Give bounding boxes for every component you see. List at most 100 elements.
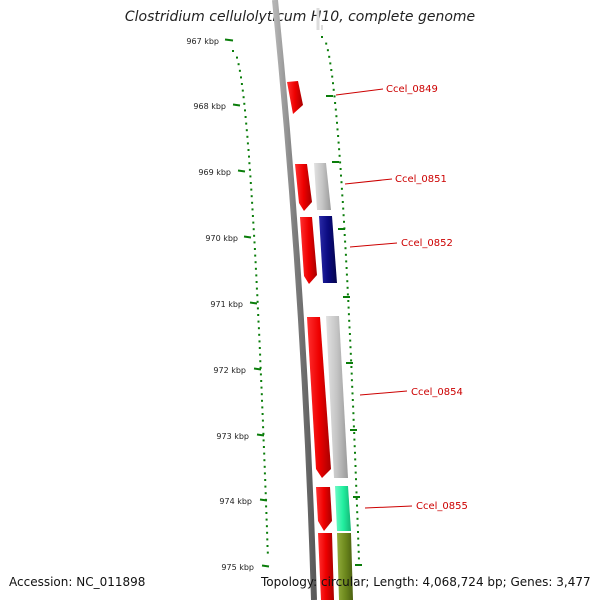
minor-tick <box>329 62 332 65</box>
minor-tick <box>353 445 356 448</box>
minor-tick <box>258 340 261 343</box>
cds-features <box>287 81 353 600</box>
minor-ticks-right <box>321 36 360 560</box>
cds-feature-olive <box>337 533 353 600</box>
major-tick <box>261 564 270 568</box>
minor-tick <box>354 458 357 461</box>
minor-tick <box>236 56 238 59</box>
minor-tick <box>265 518 268 521</box>
minor-tick <box>256 294 259 297</box>
minor-tick <box>346 286 349 289</box>
cds-feature-gray <box>314 163 331 210</box>
minor-tick <box>352 418 355 421</box>
minor-tick <box>347 306 350 309</box>
minor-tick <box>248 168 251 171</box>
minor-tick <box>240 76 242 79</box>
minor-tick <box>352 425 355 428</box>
minor-tick <box>350 372 353 375</box>
minor-tick <box>353 438 356 441</box>
minor-tick <box>341 201 344 203</box>
minor-tick <box>249 182 252 184</box>
minor-tick <box>338 148 341 151</box>
minor-tick <box>343 234 346 236</box>
minor-tick <box>348 333 351 335</box>
minor-tick <box>259 360 262 363</box>
minor-tick <box>247 149 250 151</box>
minor-tick <box>260 386 263 389</box>
minor-tick <box>331 75 334 78</box>
minor-tick <box>261 419 264 422</box>
minor-tick <box>262 439 265 442</box>
minor-tick <box>261 413 264 415</box>
minor-tick <box>353 432 356 434</box>
minor-tick <box>321 36 323 38</box>
minor-tick <box>354 451 356 454</box>
minor-tick <box>255 281 258 283</box>
minor-tick <box>349 352 352 355</box>
minor-tick <box>357 531 359 533</box>
minor-tick <box>325 42 328 45</box>
leader-line <box>344 178 393 185</box>
minor-tick <box>261 406 264 409</box>
major-tick <box>253 367 262 371</box>
minor-tick <box>244 109 246 112</box>
minor-tick <box>337 135 340 137</box>
minor-tick <box>350 366 353 368</box>
minor-tick <box>348 326 351 329</box>
cds-feature-red <box>316 487 332 531</box>
major-tick <box>243 235 252 239</box>
minor-tick <box>340 174 342 177</box>
minor-tick <box>344 240 347 243</box>
cds-feature-red <box>318 533 334 600</box>
major-tick <box>232 103 241 107</box>
minor-tick <box>266 538 269 541</box>
leader-line <box>364 505 413 509</box>
minor-tick <box>344 253 347 256</box>
minor-tick <box>252 221 255 224</box>
minor-tick <box>350 359 353 362</box>
minor-tick <box>265 525 268 528</box>
minor-tick <box>250 195 253 198</box>
minor-tick <box>259 366 262 369</box>
cds-feature-gray <box>326 316 348 478</box>
minor-tick <box>335 115 338 118</box>
minor-tick <box>237 63 240 66</box>
cds-feature-red <box>295 164 312 211</box>
minor-tick <box>264 498 267 501</box>
minor-tick <box>348 319 351 322</box>
minor-tick <box>339 161 342 164</box>
minor-tick <box>259 353 262 356</box>
right-major-ticks <box>326 95 362 566</box>
minor-tick <box>257 314 260 316</box>
minor-tick <box>355 498 358 500</box>
tick-label: 970 kbp <box>205 234 238 243</box>
map-title: Clostridium cellulolyticum H10, complete… <box>124 9 476 25</box>
minor-tick <box>264 485 267 488</box>
minor-tick <box>253 234 256 237</box>
tick-label: 974 kbp <box>219 497 252 506</box>
gene-label: Ccel_0855 <box>416 501 468 512</box>
minor-tick <box>258 347 261 349</box>
minor-tick <box>340 187 343 190</box>
minor-tick <box>342 214 345 217</box>
minor-tick <box>250 188 253 191</box>
cds-feature-red <box>307 317 331 478</box>
minor-tick <box>259 373 262 376</box>
minor-tick <box>264 479 267 481</box>
genome-summary: Topology: circular; Length: 4,068,724 bp… <box>261 575 591 589</box>
minor-tick <box>262 446 265 448</box>
minor-tick <box>326 49 329 52</box>
minor-tick <box>328 55 331 58</box>
minor-tick <box>334 102 337 104</box>
tick-label: 971 kbp <box>210 300 243 309</box>
tick-label: 968 kbp <box>193 102 226 111</box>
minor-tick <box>332 82 334 85</box>
minor-tick <box>345 267 348 269</box>
major-tick <box>249 301 258 305</box>
minor-tick <box>240 83 243 85</box>
minor-tick <box>264 492 267 495</box>
minor-tick <box>333 95 336 98</box>
minor-tick <box>251 208 254 211</box>
minor-tick <box>260 380 263 382</box>
minor-tick <box>256 300 259 303</box>
